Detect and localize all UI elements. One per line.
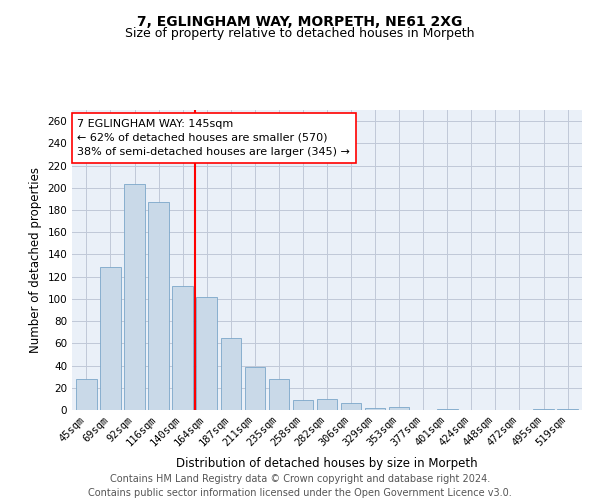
Bar: [317, 399, 337, 410]
Y-axis label: Number of detached properties: Number of detached properties: [29, 167, 42, 353]
Bar: [293, 400, 313, 410]
Bar: [245, 366, 265, 410]
Bar: [533, 409, 554, 410]
Bar: [365, 408, 385, 410]
Bar: [557, 409, 578, 410]
Bar: [76, 379, 97, 410]
Text: 7 EGLINGHAM WAY: 145sqm
← 62% of detached houses are smaller (570)
38% of semi-d: 7 EGLINGHAM WAY: 145sqm ← 62% of detache…: [77, 119, 350, 157]
Bar: [221, 338, 241, 410]
Bar: [437, 409, 458, 410]
Bar: [389, 406, 409, 410]
Text: Contains HM Land Registry data © Crown copyright and database right 2024.
Contai: Contains HM Land Registry data © Crown c…: [88, 474, 512, 498]
Text: Size of property relative to detached houses in Morpeth: Size of property relative to detached ho…: [125, 28, 475, 40]
Bar: [196, 296, 217, 410]
X-axis label: Distribution of detached houses by size in Morpeth: Distribution of detached houses by size …: [176, 457, 478, 470]
Bar: [341, 404, 361, 410]
Bar: [124, 184, 145, 410]
Bar: [172, 286, 193, 410]
Bar: [100, 266, 121, 410]
Text: 7, EGLINGHAM WAY, MORPETH, NE61 2XG: 7, EGLINGHAM WAY, MORPETH, NE61 2XG: [137, 15, 463, 29]
Bar: [269, 379, 289, 410]
Bar: [148, 202, 169, 410]
